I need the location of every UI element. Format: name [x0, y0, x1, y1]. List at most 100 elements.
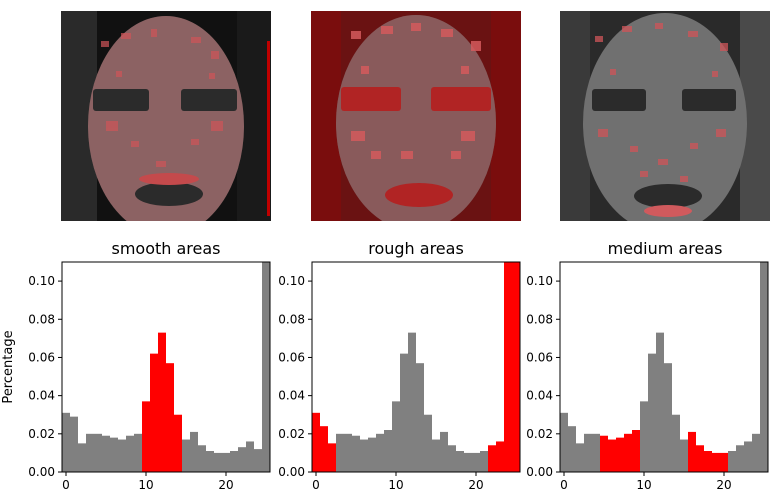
y-tick-label-smooth-0: 0.00	[28, 465, 55, 479]
face-image-smooth	[61, 11, 271, 236]
y-tick-label-medium-0: 0.00	[526, 465, 553, 479]
y-axis-label: Percentage	[1, 330, 16, 403]
axes-frame-smooth	[61, 261, 271, 473]
x-tick-label-rough-10: 10	[388, 478, 403, 492]
bar-smooth-24	[254, 449, 262, 472]
bar-smooth-17	[198, 445, 206, 472]
y-tick-label-smooth-0.06: 0.06	[28, 350, 55, 364]
y-tick-label-medium-0.1: 0.10	[526, 274, 553, 288]
bars-rough	[312, 262, 520, 472]
bar-rough-14	[424, 414, 432, 472]
x-tick-label-medium-0: 0	[560, 478, 568, 492]
bar-smooth-4	[94, 433, 102, 472]
bar-medium-13	[664, 363, 672, 472]
y-tick-label-medium-0.02: 0.02	[526, 427, 553, 441]
bar-smooth-1	[70, 416, 78, 472]
bar-smooth-13	[166, 363, 174, 472]
x-tick-label-medium-10: 10	[636, 478, 651, 492]
bar-smooth-21	[230, 451, 238, 472]
bar-smooth-8	[126, 435, 134, 472]
chart-title-smooth: smooth areas	[111, 239, 220, 258]
bar-rough-17	[448, 445, 456, 472]
x-tick-label-rough-20: 20	[468, 478, 483, 492]
x-tick-label-smooth-20: 20	[218, 478, 233, 492]
bar-rough-13	[416, 363, 424, 472]
y-tick-label-rough-0.04: 0.04	[278, 389, 305, 403]
axes-frame-medium	[559, 261, 769, 473]
bar-medium-25	[760, 262, 768, 472]
y-tick-label-rough-0: 0.00	[278, 465, 305, 479]
bar-smooth-25	[262, 262, 270, 472]
bar-rough-4	[344, 433, 352, 472]
bar-rough-12	[408, 332, 416, 472]
bar-rough-3	[336, 433, 344, 472]
y-tick-label-smooth-0.08: 0.08	[28, 312, 55, 326]
bar-medium-19	[712, 452, 720, 472]
bar-rough-0	[312, 412, 320, 472]
y-tick-label-medium-0.04: 0.04	[526, 389, 553, 403]
bar-rough-24	[504, 262, 512, 472]
bar-medium-11	[648, 353, 656, 472]
chart-title-medium: medium areas	[608, 239, 723, 258]
bar-smooth-23	[246, 441, 254, 472]
bar-medium-6	[608, 439, 616, 472]
bar-smooth-3	[86, 433, 94, 472]
bar-smooth-12	[158, 332, 166, 472]
y-tick-label-rough-0.02: 0.02	[278, 427, 305, 441]
bar-rough-16	[440, 431, 448, 472]
bar-medium-5	[600, 435, 608, 472]
bar-medium-15	[680, 439, 688, 472]
bar-medium-7	[616, 437, 624, 472]
bars-smooth	[62, 262, 270, 472]
y-tick-label-rough-0.06: 0.06	[278, 350, 305, 364]
bar-medium-17	[696, 445, 704, 472]
bar-medium-24	[752, 433, 760, 472]
bar-medium-21	[728, 451, 736, 472]
bar-medium-4	[592, 433, 600, 472]
bar-rough-6	[360, 439, 368, 472]
bar-rough-23	[496, 441, 504, 472]
bar-smooth-0	[62, 412, 70, 472]
bar-medium-12	[656, 332, 664, 472]
bar-rough-8	[376, 433, 384, 472]
bar-smooth-18	[206, 451, 214, 472]
bar-smooth-11	[150, 353, 158, 472]
y-tick-label-medium-0.08: 0.08	[526, 312, 553, 326]
chart-title-rough: rough areas	[368, 239, 464, 258]
bar-rough-25	[512, 262, 520, 472]
bar-smooth-2	[78, 443, 86, 472]
bar-medium-8	[624, 433, 632, 472]
bar-medium-14	[672, 414, 680, 472]
x-tick-label-smooth-10: 10	[138, 478, 153, 492]
bar-rough-11	[400, 353, 408, 472]
bar-medium-9	[632, 430, 640, 472]
bar-rough-15	[432, 439, 440, 472]
bar-rough-19	[464, 452, 472, 472]
bar-rough-5	[352, 435, 360, 472]
y-tick-label-smooth-0.1: 0.10	[28, 274, 55, 288]
bar-medium-1	[568, 426, 576, 472]
y-tick-label-medium-0.06: 0.06	[526, 350, 553, 364]
bar-rough-21	[480, 451, 488, 472]
x-tick-label-rough-0: 0	[312, 478, 320, 492]
bars-medium	[560, 262, 768, 472]
bar-medium-20	[720, 452, 728, 472]
y-tick-label-smooth-0.02: 0.02	[28, 427, 55, 441]
bar-smooth-14	[174, 414, 182, 472]
y-tick-label-smooth-0.04: 0.04	[28, 389, 55, 403]
bar-rough-18	[456, 451, 464, 472]
bar-smooth-22	[238, 447, 246, 472]
bar-smooth-20	[222, 452, 230, 472]
bar-smooth-10	[142, 401, 150, 472]
x-tick-label-smooth-0: 0	[62, 478, 70, 492]
bar-rough-22	[488, 445, 496, 472]
bar-smooth-6	[110, 437, 118, 472]
axes-frame-rough	[311, 261, 521, 473]
bar-rough-10	[392, 401, 400, 472]
bar-medium-0	[560, 412, 568, 472]
bar-medium-10	[640, 401, 648, 472]
bar-medium-16	[688, 431, 696, 472]
bar-smooth-5	[102, 435, 110, 472]
